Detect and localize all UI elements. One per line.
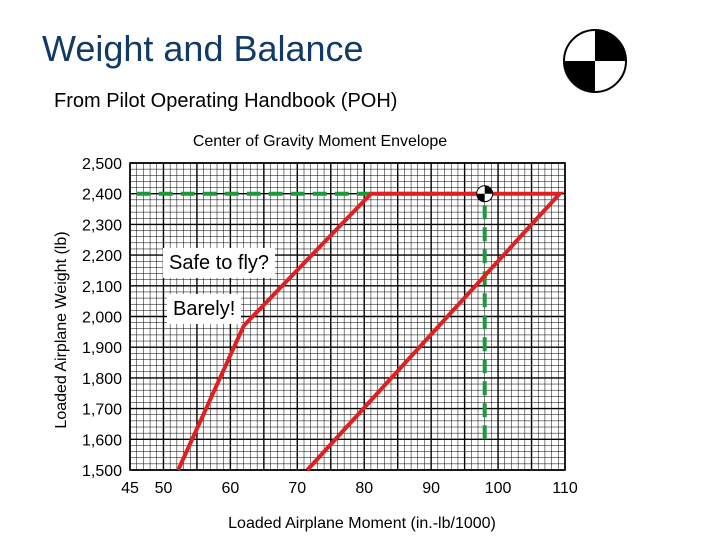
callout-barely: Barely! — [167, 294, 242, 324]
callout-safe-to-fly: Safe to fly? — [163, 248, 276, 278]
y-tick-label: 2,200 — [82, 248, 122, 265]
x-tick-label: 90 — [422, 480, 440, 497]
x-tick-label: 45 — [121, 480, 139, 497]
y-tick-label-bg — [78, 429, 128, 450]
x-tick-label: 110 — [552, 480, 578, 497]
x-tick-label: 70 — [288, 480, 306, 497]
y-tick-label: 1,800 — [82, 371, 122, 388]
x-tick-label: 50 — [155, 480, 173, 497]
y-tick-label-bg — [78, 460, 128, 480]
y-tick-label-bg — [78, 337, 128, 358]
y-tick-label: 1,500 — [82, 463, 122, 480]
slide-subtitle: From Pilot Operating Handbook (POH) — [54, 90, 398, 112]
y-tick-label-bg — [78, 275, 128, 296]
cg-symbol-icon — [563, 29, 627, 93]
y-tick-label-bg — [78, 214, 128, 235]
y-tick-label-bg — [78, 245, 128, 266]
y-tick-label: 2,400 — [82, 187, 122, 204]
y-tick-label-bg — [78, 153, 128, 173]
y-tick-label-bg — [78, 183, 128, 204]
plot-border — [129, 162, 566, 471]
x-axis-label: Loaded Airplane Moment (in.-lb/1000) — [228, 515, 496, 532]
x-tick-label: 60 — [221, 480, 239, 497]
chart-title: Center of Gravity Moment Envelope — [193, 133, 447, 150]
y-tick-label: 2,300 — [82, 217, 122, 234]
envelope-line — [176, 191, 565, 472]
y-tick-label-bg — [78, 367, 128, 388]
y-tick-label: 2,000 — [82, 310, 122, 327]
y-tick-label: 1,600 — [82, 432, 122, 449]
y-tick-label: 2,100 — [82, 279, 122, 296]
x-tick-label: 100 — [485, 480, 512, 497]
slide-title: Weight and Balance — [42, 28, 364, 69]
y-tick-label-bg — [78, 398, 128, 419]
y-tick-label: 1,900 — [82, 340, 122, 357]
y-tick-label-bg — [78, 306, 128, 327]
cg-point-marker — [476, 185, 494, 203]
y-tick-label: 1,700 — [82, 402, 122, 419]
y-axis-label: Loaded Airplane Weight (lb) — [53, 231, 70, 428]
x-tick-label: 80 — [355, 480, 373, 497]
y-tick-label: 2,500 — [82, 156, 122, 173]
